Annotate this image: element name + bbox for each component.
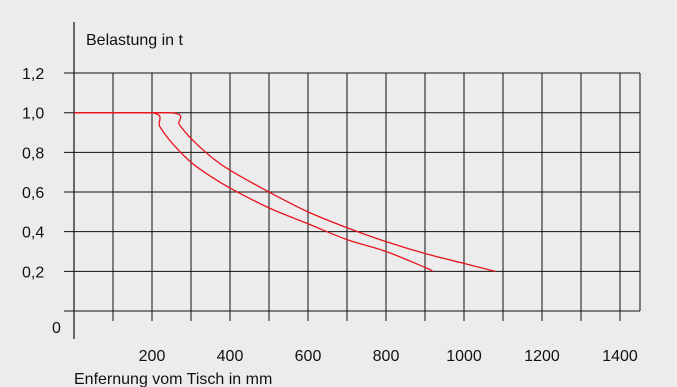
y-tick-label: 0,4 [22, 225, 44, 242]
x-axis-title: Enfernung vom Tisch in mm [74, 371, 272, 387]
x-tick-label: 1200 [524, 348, 560, 365]
y-tick-label: 1,2 [22, 66, 44, 83]
y-tick-label: 1,0 [22, 106, 44, 123]
chart-series [74, 112, 496, 272]
y-tick-label: 0,8 [22, 145, 44, 162]
x-tick-label: 600 [295, 348, 322, 365]
x-tick-label: 400 [217, 348, 244, 365]
x-tick-label: 1000 [446, 348, 482, 365]
chart-tick-labels: 0 0,2 0,4 0,6 0,8 1,0 1,2 200 400 600 800 1000 1200 1… [22, 66, 638, 365]
y-axis-title: Belastung in t [86, 32, 184, 49]
x-tick-label: 1400 [602, 348, 638, 365]
x-tick-label: 800 [373, 348, 400, 365]
load-curve-2 [74, 112, 496, 272]
y-tick-label: 0,2 [22, 264, 44, 281]
y-tick-label: 0,6 [22, 185, 44, 202]
x-tick-label: 200 [139, 348, 166, 365]
load-curve-1 [74, 112, 434, 272]
y-tick-label: 0 [52, 320, 61, 337]
chart-grid [64, 72, 641, 321]
